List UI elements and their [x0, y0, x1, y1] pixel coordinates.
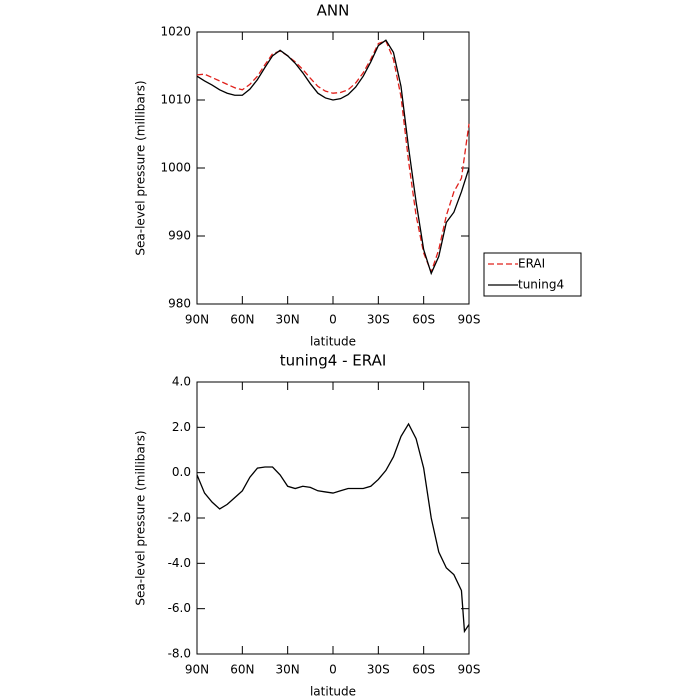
line	[196, 422, 470, 634]
y-tick-label: 4.0	[172, 375, 191, 389]
y-axis-label: Sea-level pressure (millibars)	[134, 80, 148, 255]
legend-box	[483, 252, 582, 297]
x-tick-label: 30N	[276, 663, 300, 677]
chart-title: ANN	[317, 2, 350, 20]
x-axis-label: latitude	[310, 685, 356, 699]
plot-frame	[196, 381, 470, 655]
y-tick-label: 1000	[160, 161, 191, 175]
x-tick-label: 30S	[367, 663, 390, 677]
x-tick-label: 60S	[412, 663, 435, 677]
legend-label: tuning4	[518, 278, 564, 292]
line	[196, 40, 470, 274]
y-tick-label: 1020	[160, 25, 191, 39]
chart-title: tuning4 - ERAI	[280, 352, 387, 370]
x-tick-label: 60N	[230, 313, 254, 327]
x-tick-label: 30S	[367, 313, 390, 327]
y-tick-label: 990	[168, 229, 191, 243]
x-tick-label: 0	[329, 663, 337, 677]
x-tick-label: 60N	[230, 663, 254, 677]
x-tick-label: 90S	[458, 313, 481, 327]
x-tick-label: 90N	[185, 313, 209, 327]
y-tick-label: 1010	[160, 93, 191, 107]
y-tick-label: -2.0	[168, 511, 191, 525]
y-tick-label: 2.0	[172, 420, 191, 434]
line	[196, 39, 470, 276]
y-tick-label: -4.0	[168, 556, 191, 570]
x-axis-label: latitude	[310, 335, 356, 349]
y-tick-label: 980	[168, 297, 191, 311]
y-axis-label: Sea-level pressure (millibars)	[134, 430, 148, 605]
x-tick-label: 90S	[458, 663, 481, 677]
y-tick-label: -6.0	[168, 601, 191, 615]
legend-label: ERAI	[518, 257, 545, 271]
y-tick-label: 0.0	[172, 465, 191, 479]
x-tick-label: 0	[329, 313, 337, 327]
x-tick-label: 30N	[276, 313, 300, 327]
y-tick-label: -8.0	[168, 647, 191, 661]
x-tick-label: 60S	[412, 313, 435, 327]
x-tick-label: 90N	[185, 663, 209, 677]
